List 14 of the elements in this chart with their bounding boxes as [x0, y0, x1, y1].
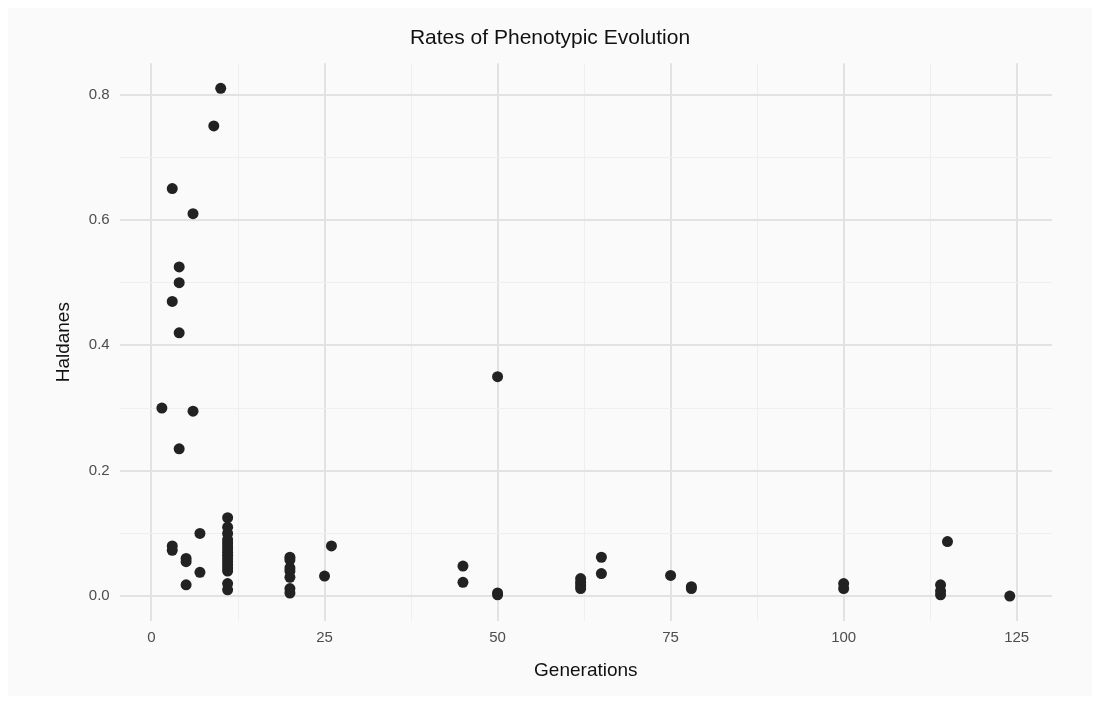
chart-title: Rates of Phenotypic Evolution — [409, 25, 691, 49]
x-axis-title: Generations — [534, 658, 638, 680]
x-tick-label: 50 — [489, 628, 506, 646]
y-tick-label: 0.4 — [88, 335, 110, 353]
y-tick-label: 0.6 — [88, 210, 110, 228]
x-tick-label: 0 — [147, 628, 156, 646]
x-tick-label: 75 — [662, 628, 679, 646]
x-tick-label: 125 — [1004, 628, 1030, 646]
y-axis-title: Haldanes — [51, 302, 73, 383]
x-tick-label: 100 — [831, 628, 857, 646]
y-tick-label: 0.8 — [88, 84, 110, 102]
y-tick-label: 0.2 — [88, 460, 110, 478]
y-tick-label: 0.0 — [88, 586, 110, 604]
x-tick-label: 25 — [316, 628, 333, 646]
